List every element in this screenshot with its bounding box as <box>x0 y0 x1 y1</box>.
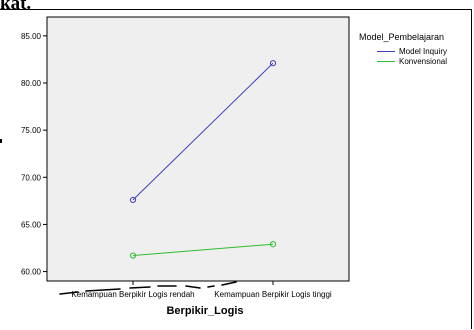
x-tick-label: Kemampuan Berpikir Logis rendah <box>71 290 194 299</box>
data-point <box>269 241 277 248</box>
legend-item-model-inquiry: Model Inquiry <box>377 46 469 56</box>
chart-figure: 60.00 65.00 70.00 75.00 80.00 85.00 Kemampuan … <box>0 9 472 329</box>
legend-swatch-model-inquiry <box>377 50 395 52</box>
y-tick-label: 70.00 <box>21 173 42 182</box>
data-point <box>269 60 277 67</box>
data-point <box>129 252 137 259</box>
y-tick-label: 65.00 <box>21 220 42 229</box>
page-heading-fragment: kat. <box>0 0 32 14</box>
legend-label: Model Inquiry <box>399 46 448 56</box>
y-tick-label: 60.00 <box>21 268 42 277</box>
y-tick-label: 80.00 <box>21 79 42 88</box>
line-chart: 60.00 65.00 70.00 75.00 80.00 85.00 Kemampuan … <box>21 16 350 317</box>
margin-mark <box>0 139 2 143</box>
chart-legend: Model_Pembelajaran Model Inquiry Konvens… <box>359 32 469 66</box>
series-line-1 <box>132 243 274 257</box>
plot-area <box>46 16 350 282</box>
x-axis-title: Berpikir_Logis <box>166 305 243 317</box>
annotation-stroke <box>59 281 237 295</box>
x-tick-label: Kemampuan Berpikir Logis tinggi <box>214 290 332 299</box>
y-tick-label: 85.00 <box>21 32 42 41</box>
legend-swatch-konvensional <box>377 60 395 62</box>
legend-label: Konvensional <box>399 56 448 66</box>
y-tick-label: 75.00 <box>21 126 42 135</box>
data-point <box>129 196 137 204</box>
legend-title: Model_Pembelajaran <box>359 32 445 42</box>
series-line-0 <box>132 62 274 201</box>
legend-item-konvensional: Konvensional <box>377 56 469 66</box>
